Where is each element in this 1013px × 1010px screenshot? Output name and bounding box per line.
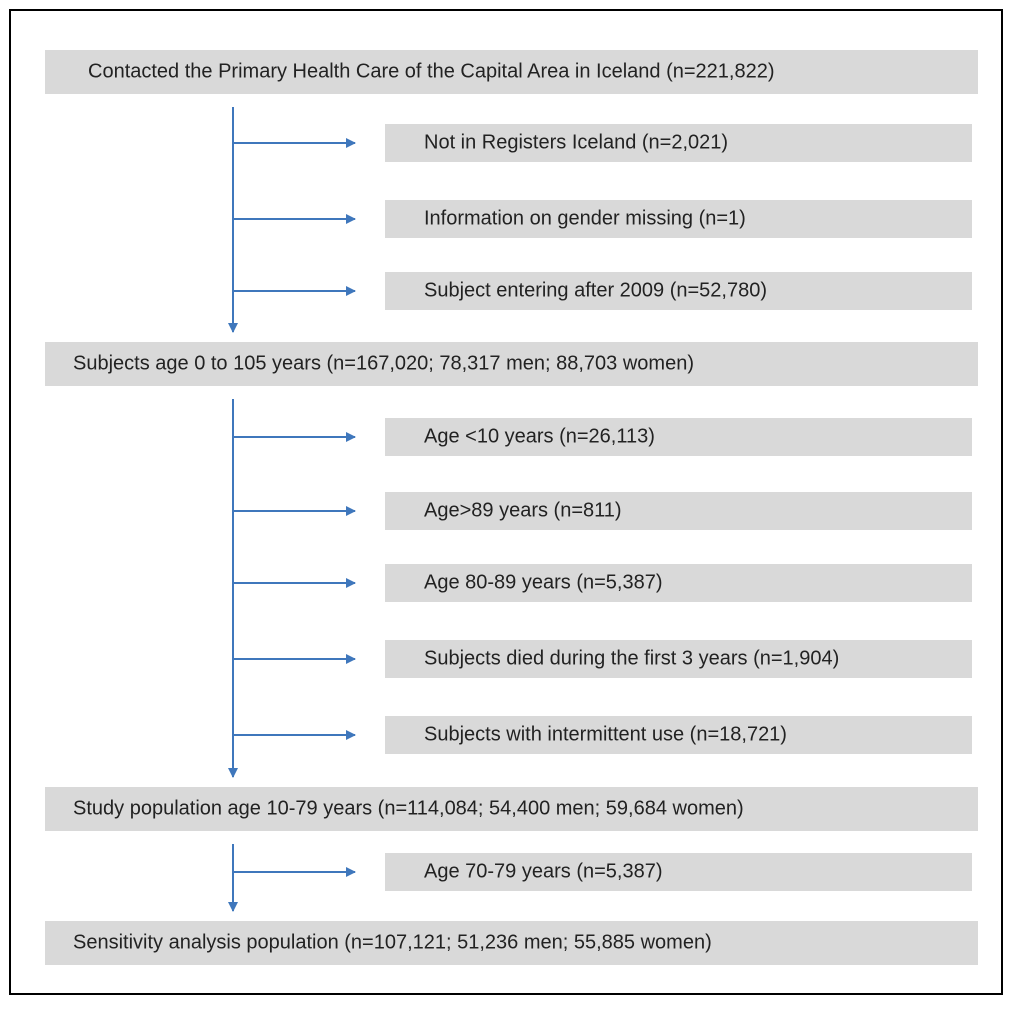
exclusion-box bbox=[385, 124, 972, 162]
exclusion-label: Age>89 years (n=811) bbox=[424, 499, 622, 521]
exclusion-label: Not in Registers Iceland (n=2,021) bbox=[424, 131, 728, 153]
frame bbox=[9, 9, 1003, 995]
exclusion-box bbox=[385, 492, 972, 530]
exclusion-label: Age <10 years (n=26,113) bbox=[424, 425, 655, 447]
exclusion-label: Age 80-89 years (n=5,387) bbox=[424, 571, 663, 593]
exclusion-box bbox=[385, 418, 972, 456]
exclusion-label: Information on gender missing (n=1) bbox=[424, 207, 746, 229]
exclusion-label: Subjects died during the first 3 years (… bbox=[424, 647, 839, 669]
exclusion-label: Subject entering after 2009 (n=52,780) bbox=[424, 279, 767, 301]
exclusion-box bbox=[385, 853, 972, 891]
exclusion-box bbox=[385, 640, 972, 678]
exclusion-box bbox=[385, 272, 972, 310]
exclusion-box bbox=[385, 200, 972, 238]
main-box bbox=[45, 342, 978, 386]
main-box bbox=[45, 921, 978, 965]
main-box-label: Subjects age 0 to 105 years (n=167,020; … bbox=[73, 352, 694, 374]
main-box bbox=[45, 50, 978, 94]
main-box-label: Sensitivity analysis population (n=107,1… bbox=[73, 931, 712, 953]
exclusion-box bbox=[385, 564, 972, 602]
main-box-label: Study population age 10-79 years (n=114,… bbox=[73, 797, 744, 819]
exclusion-box bbox=[385, 716, 972, 754]
exclusion-label: Subjects with intermittent use (n=18,721… bbox=[424, 723, 787, 745]
main-box-label: Contacted the Primary Health Care of the… bbox=[88, 60, 775, 82]
exclusion-label: Age 70-79 years (n=5,387) bbox=[424, 860, 663, 882]
main-box bbox=[45, 787, 978, 831]
